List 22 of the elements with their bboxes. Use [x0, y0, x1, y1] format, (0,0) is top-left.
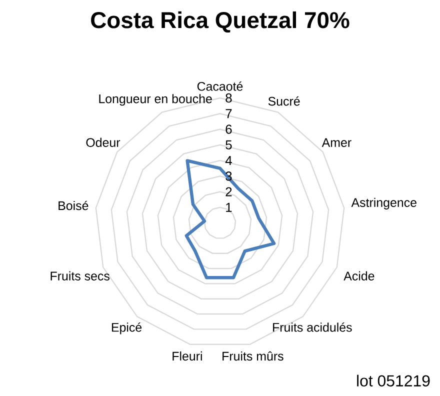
spoke-label: Epicé — [112, 322, 142, 334]
y-tick-label: 2 — [226, 187, 232, 196]
y-tick-label: 1 — [226, 202, 232, 212]
spoke-label: Boisé — [58, 200, 88, 210]
spoke-label: Fruits acidulés — [273, 322, 352, 332]
y-tick-label: 6 — [226, 124, 232, 134]
spoke-label: Astringence — [351, 198, 416, 210]
spoke-label: Acide — [344, 271, 374, 280]
y-tick-label: 7 — [226, 109, 232, 118]
spoke-label: Cacaoté — [197, 82, 243, 91]
text: lot 051219 — [357, 374, 430, 386]
spoke-label: Fleuri — [172, 351, 202, 361]
spoke-label: Longueur en bouche — [99, 94, 212, 106]
y-tick-label: 5 — [226, 140, 232, 150]
spoke-label: Amer — [322, 138, 352, 147]
y-tick-label: 4 — [225, 156, 232, 165]
spoke-label: Fruits mûrs — [222, 351, 284, 361]
spoke-label: Fruits secs — [50, 271, 110, 280]
spoke-label: Odeur — [86, 138, 120, 147]
chart-title: Costa Rica Quetzal 70% — [91, 11, 350, 33]
y-tick-label: 8 — [226, 93, 232, 103]
spoke-label: Sucré — [268, 96, 300, 106]
